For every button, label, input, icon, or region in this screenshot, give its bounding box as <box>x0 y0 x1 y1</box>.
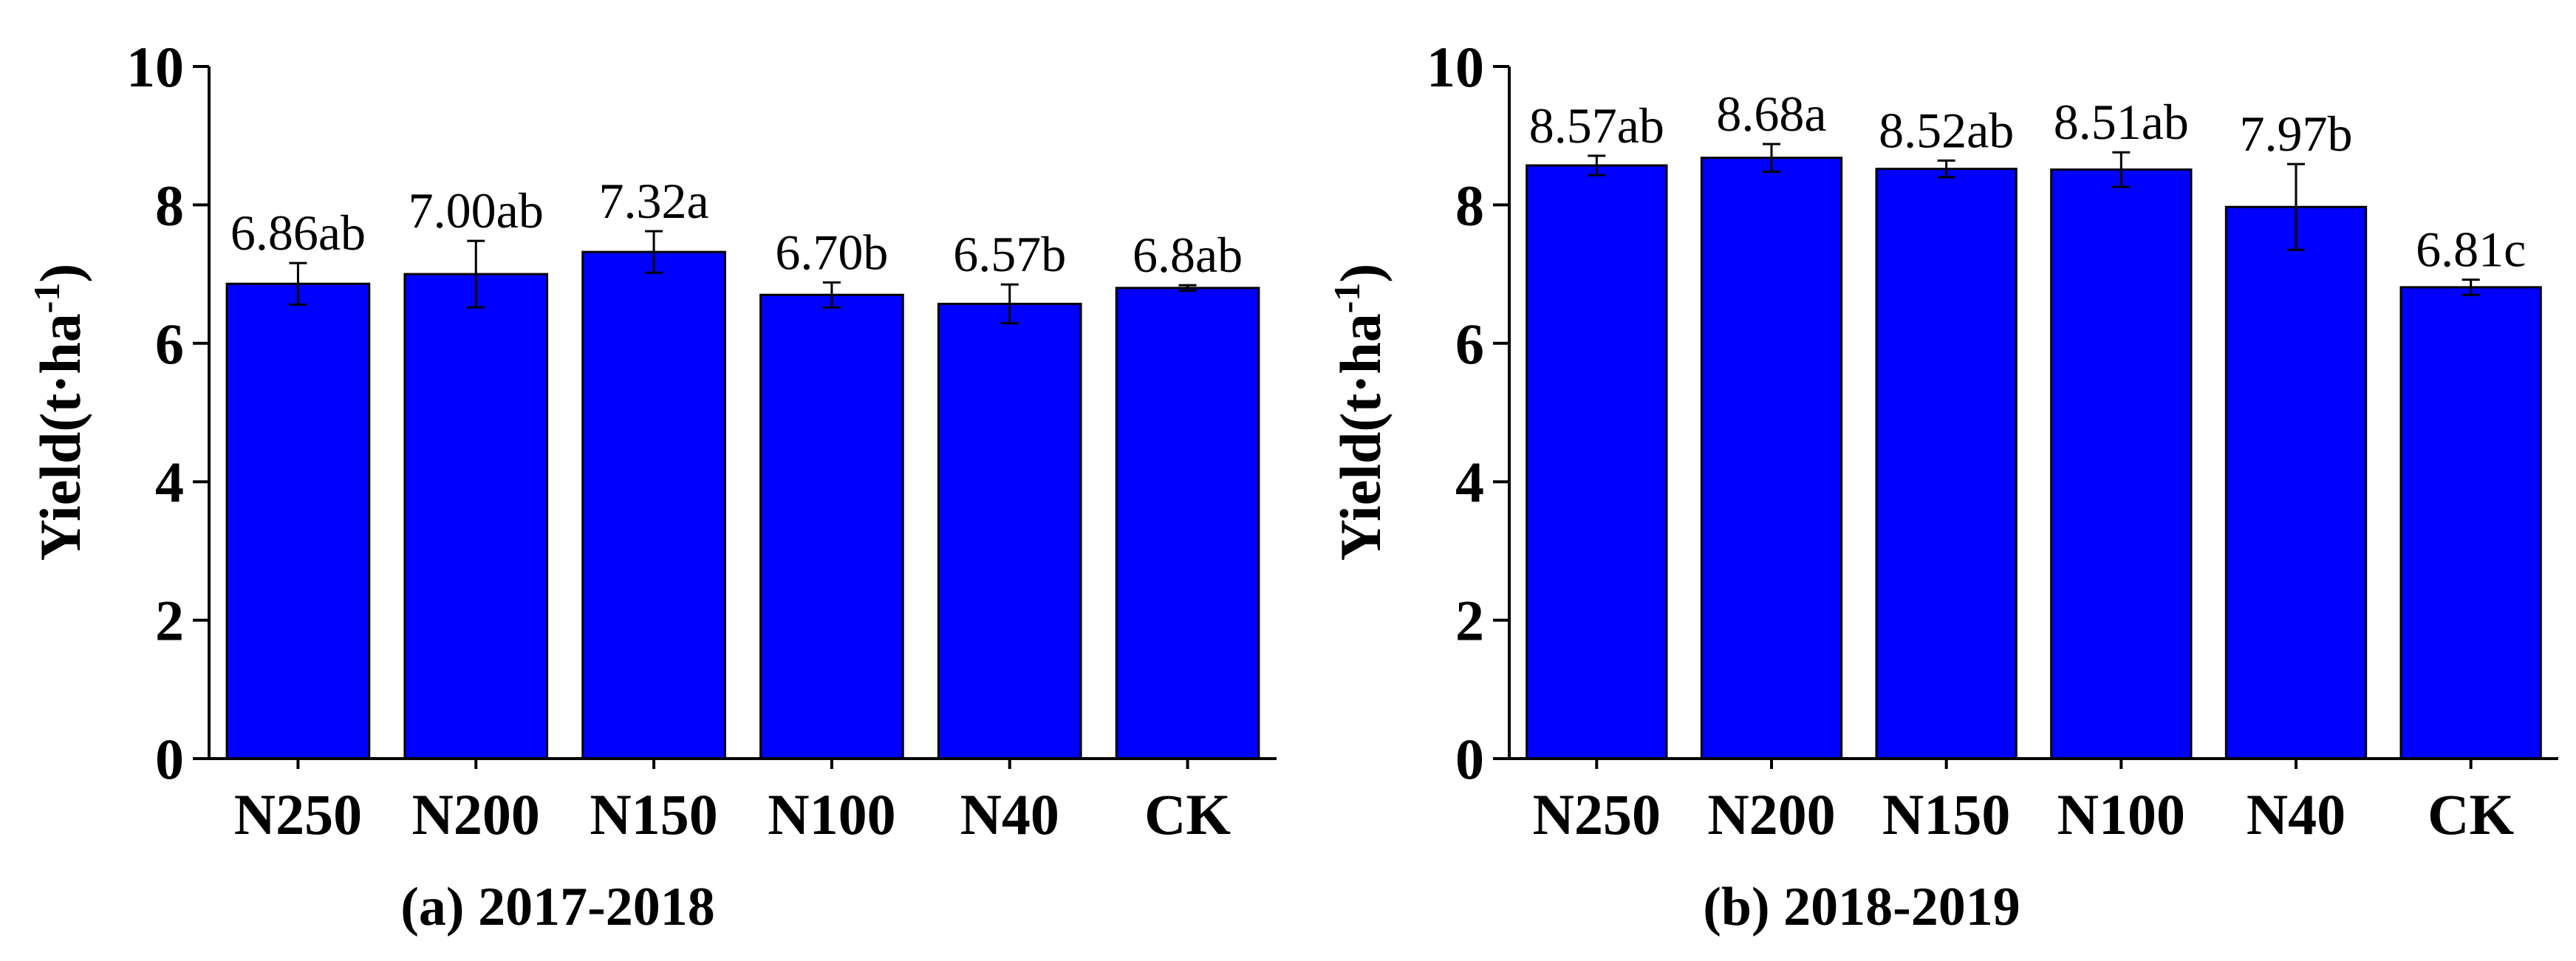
x-tick-label: N150 <box>1882 782 2010 847</box>
y-tick-label: 10 <box>1427 35 1484 99</box>
y-tick-label: 6 <box>1455 312 1484 376</box>
x-tick-label: N100 <box>2057 782 2185 847</box>
bar-value-label: 6.70b <box>775 224 888 280</box>
y-tick-label: 6 <box>155 312 184 376</box>
bar-value-label: 6.8ab <box>1132 227 1243 283</box>
bar-n40 <box>2224 205 2368 760</box>
bar-value-label: 8.52ab <box>1879 102 2014 158</box>
x-tick-label: N250 <box>1533 782 1661 847</box>
bar-ck <box>1115 287 1260 760</box>
panel-b-2018-2019: 8.57ab 8.68a 8.52ab 8.51ab 7.97b 6.81c 0 2 4 6 8 1… <box>1326 35 2558 937</box>
bar-value-label: 7.32a <box>598 173 708 229</box>
x-tick-label: N200 <box>1707 782 1835 847</box>
bar-n100 <box>2050 168 2193 760</box>
y-tick-label: 0 <box>1455 727 1484 791</box>
bar-series <box>1526 157 2542 760</box>
y-tick-label: 4 <box>155 450 184 514</box>
x-tick-label: N200 <box>412 782 540 847</box>
y-tick-label: 2 <box>155 589 184 653</box>
error-bars <box>289 230 1197 325</box>
bar-n100 <box>759 293 904 760</box>
y-tick-labels: 0 2 4 6 8 10 <box>1427 35 1484 791</box>
bar-value-label: 8.51ab <box>2054 94 2189 150</box>
error-bars <box>1588 143 2480 296</box>
y-tick-label: 4 <box>1455 450 1484 514</box>
y-tick-label: 10 <box>126 35 184 99</box>
bar-value-label: 6.57b <box>953 226 1066 282</box>
x-tick-labels: N250 N200 N150 N100 N40 CK <box>1533 782 2515 847</box>
x-tick-label: N40 <box>960 782 1059 847</box>
x-tick-labels: N250 N200 N150 N100 N40 CK <box>234 782 1231 847</box>
bar-n150 <box>581 250 726 760</box>
x-tick-label: CK <box>2428 782 2514 847</box>
y-tick-labels: 0 2 4 6 8 10 <box>126 35 184 791</box>
y-tick-label: 2 <box>1455 589 1484 653</box>
bar-series <box>225 250 1260 760</box>
bar-value-label: 7.97b <box>2240 106 2353 162</box>
x-tick-label: CK <box>1144 782 1231 847</box>
x-tick-label: N250 <box>234 782 362 847</box>
axes <box>1493 65 2558 769</box>
x-tick-label: N100 <box>768 782 895 847</box>
bar-value-label: 8.57ab <box>1529 98 1664 154</box>
bar-value-labels: 6.86ab 7.00ab 7.32a 6.70b 6.57b 6.8ab <box>230 173 1243 283</box>
panel-caption: (a) 2017-2018 <box>400 877 714 937</box>
x-tick-label: N40 <box>2247 782 2346 847</box>
axes <box>193 65 1277 769</box>
y-tick-label: 8 <box>1455 173 1484 237</box>
bar-ck <box>2399 286 2542 760</box>
y-axis-title: Yield(t·ha-1) <box>26 264 92 561</box>
bar-n200 <box>1700 157 1843 760</box>
panel-a-2017-2018: 6.86ab 7.00ab 7.32a 6.70b 6.57b 6.8ab 0 2 4 6 8 10… <box>26 35 1277 937</box>
bar-value-label: 6.86ab <box>230 205 366 261</box>
bar-value-labels: 8.57ab 8.68a 8.52ab 8.51ab 7.97b 6.81c <box>1529 86 2527 278</box>
y-tick-label: 8 <box>155 173 184 237</box>
bar-n250 <box>225 282 371 760</box>
x-tick-label: N150 <box>590 782 717 847</box>
bar-n40 <box>937 302 1082 760</box>
y-axis-title: Yield(t·ha-1) <box>1326 264 1393 561</box>
bar-n200 <box>403 273 549 760</box>
panel-caption: (b) 2018-2019 <box>1703 877 2020 937</box>
bar-n150 <box>1875 168 2018 760</box>
bar-n250 <box>1526 164 1668 760</box>
bar-value-label: 6.81c <box>2416 222 2526 278</box>
bar-value-label: 7.00ab <box>409 182 544 239</box>
bar-value-label: 8.68a <box>1716 86 1826 142</box>
y-tick-label: 0 <box>155 727 184 791</box>
